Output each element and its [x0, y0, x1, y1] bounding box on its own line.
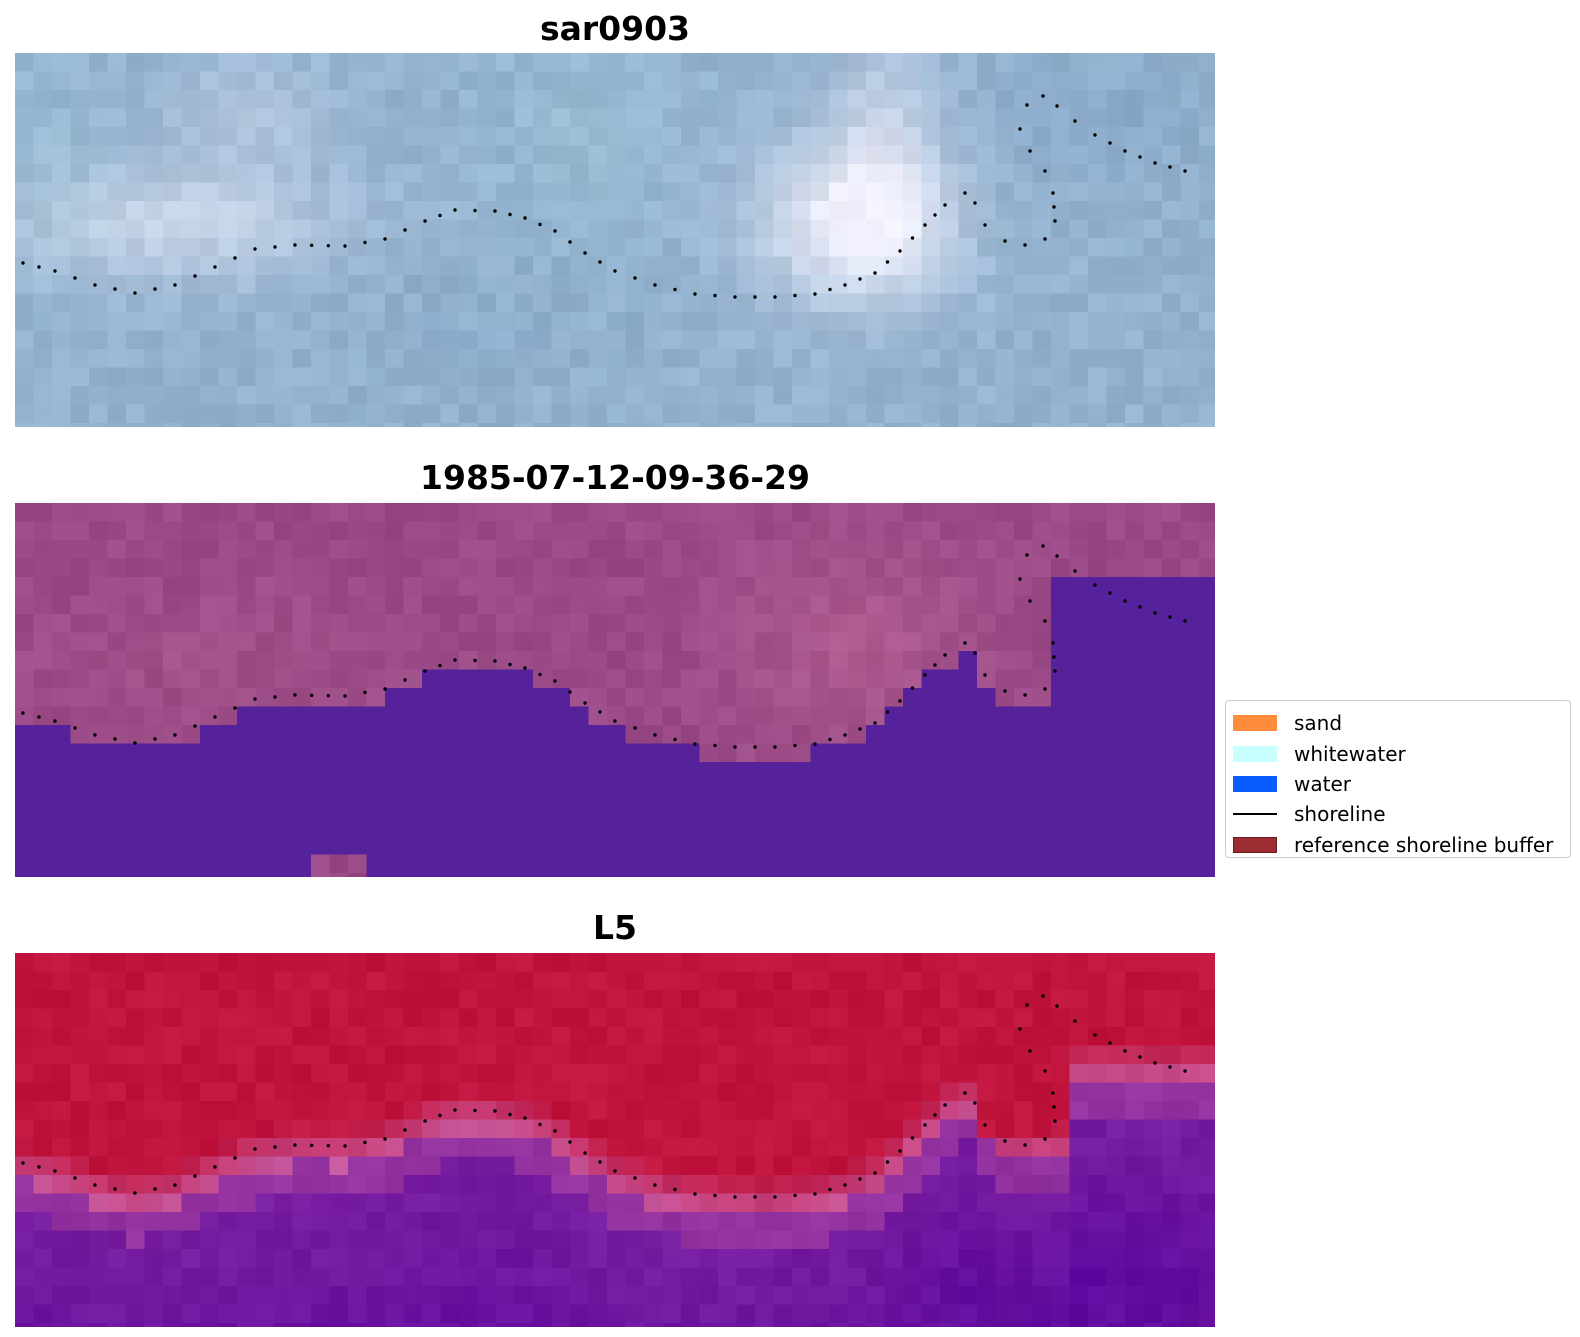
classified-pixels: [15, 503, 1215, 877]
rgb-image-panel: [15, 53, 1215, 427]
shoreline-dots: [21, 94, 1187, 299]
panel-title-rgb: sar0903: [539, 9, 691, 48]
legend-label: whitewater: [1294, 741, 1406, 766]
classified-image-panel: [15, 503, 1215, 877]
whitewater-swatch: [1233, 745, 1277, 762]
water-swatch: [1233, 775, 1277, 792]
index-pixels: [15, 953, 1215, 1327]
legend-item-reference-buffer: reference shoreline buffer: [1233, 830, 1570, 860]
legend-label: water: [1294, 771, 1351, 796]
panel-title-index: L5: [593, 908, 637, 947]
rgb-pixels: [15, 53, 1215, 427]
sand-swatch: [1233, 715, 1277, 732]
index-image-panel: [15, 953, 1215, 1327]
rgb-image: [15, 53, 1215, 427]
shoreline-line-swatch: [1233, 813, 1277, 816]
legend-item-sand: sand: [1233, 708, 1570, 738]
legend-label: shoreline: [1294, 802, 1386, 827]
shoreline-dots: [21, 544, 1187, 749]
legend: sand whitewater water shoreline referenc…: [1225, 700, 1571, 858]
panel-title-classified: 1985-07-12-09-36-29: [420, 458, 810, 497]
legend-label: reference shoreline buffer: [1294, 832, 1554, 857]
classified-image: [15, 503, 1215, 877]
legend-item-shoreline: shoreline: [1233, 799, 1570, 829]
legend-item-whitewater: whitewater: [1233, 738, 1570, 768]
legend-item-water: water: [1233, 769, 1570, 799]
shoreline-dots: [21, 994, 1187, 1199]
reference-buffer-swatch: [1233, 836, 1277, 853]
index-image: [15, 953, 1215, 1327]
legend-label: sand: [1294, 711, 1343, 736]
